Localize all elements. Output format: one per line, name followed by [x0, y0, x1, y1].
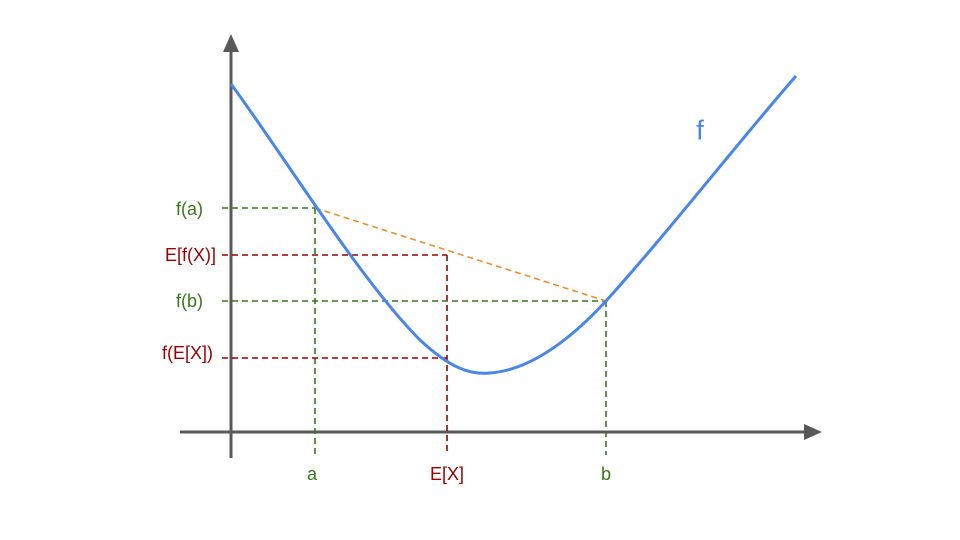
guides	[222, 207, 607, 455]
x-axis-arrow	[804, 424, 822, 440]
chord	[314, 207, 607, 302]
x-label: E[X]	[430, 464, 464, 484]
curve	[229, 75, 798, 375]
curve-label: f	[696, 114, 704, 145]
x-label: a	[307, 464, 318, 484]
x-label: b	[601, 464, 611, 484]
y-label: f(E[X])	[162, 343, 213, 363]
y-label: f(a)	[176, 199, 203, 219]
y-axis-arrow	[223, 34, 239, 52]
y-label: f(b)	[176, 291, 203, 311]
y-label: E[f(X)]	[165, 245, 216, 265]
